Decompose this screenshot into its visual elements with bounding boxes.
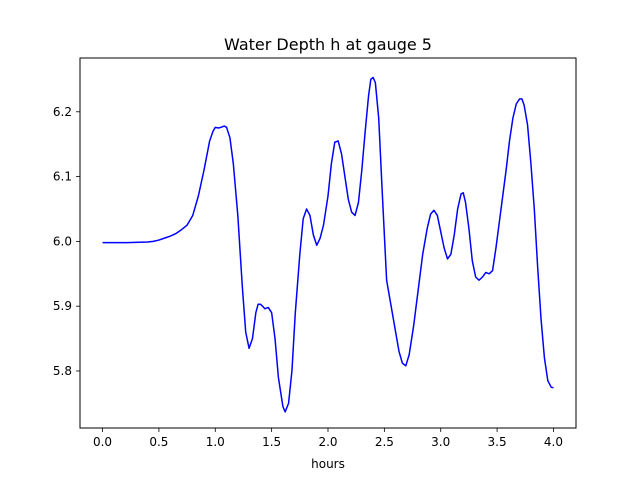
x-tick-label: 2.0	[318, 435, 337, 449]
y-tick-label: 5.8	[53, 364, 72, 378]
series-layer	[102, 76, 554, 413]
x-tick-label: 3.0	[431, 435, 450, 449]
x-tick-label: 2.5	[375, 435, 394, 449]
x-axis-label: hours	[311, 457, 345, 471]
y-tick-label: 5.9	[53, 299, 72, 313]
x-tick-label: 1.5	[262, 435, 281, 449]
x-tick-label: 0.5	[149, 435, 168, 449]
x-tick-label: 1.0	[206, 435, 225, 449]
x-tick-label: 0.0	[93, 435, 112, 449]
series-line-0	[102, 76, 554, 413]
x-tick-label: 4.0	[544, 435, 563, 449]
y-tick-label: 6.2	[53, 105, 72, 119]
ticks-layer: 0.0 0.5 1.0 1.5 2.0 2.5 3.0 3.5 4.0 5.8 5.9 6.0 6.1 6…	[53, 105, 563, 449]
y-tick-label: 6.0	[53, 234, 72, 248]
x-tick-label: 3.5	[488, 435, 507, 449]
plot-frame	[79, 57, 577, 429]
y-tick-label: 6.1	[53, 170, 72, 184]
chart-title: Water Depth h at gauge 5	[224, 35, 432, 54]
